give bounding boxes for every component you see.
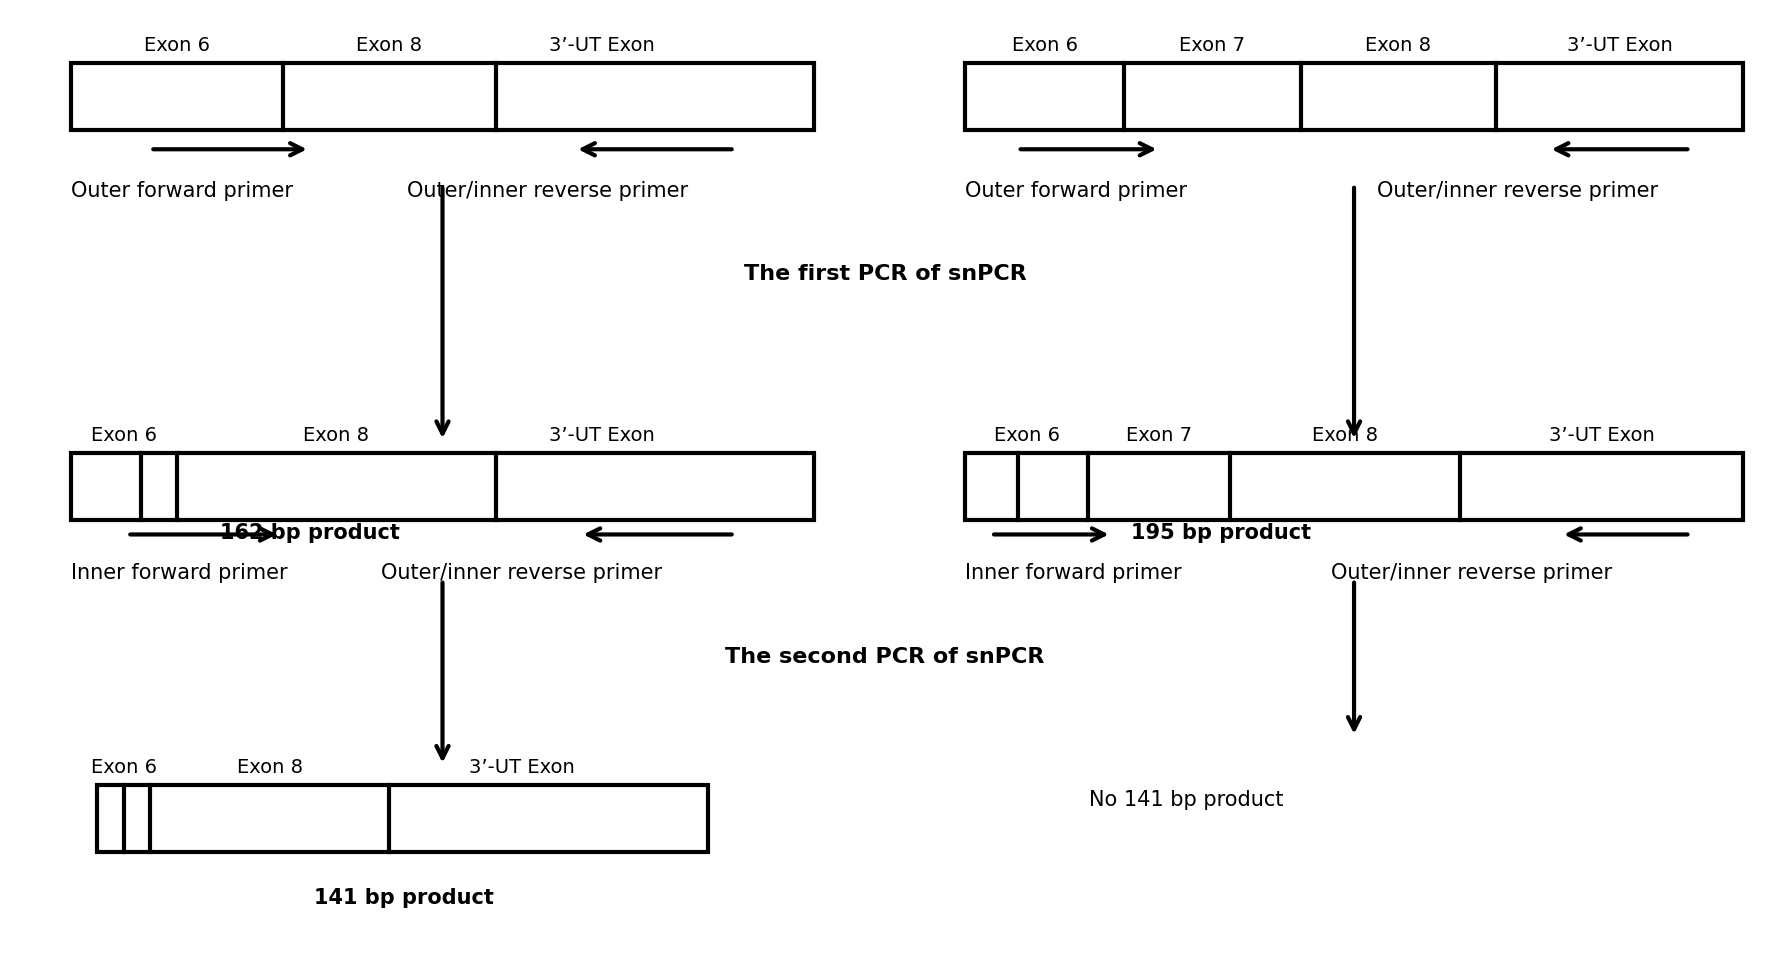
Text: Outer/inner reverse primer: Outer/inner reverse primer [381,563,662,584]
Text: The second PCR of snPCR: The second PCR of snPCR [726,647,1044,666]
Text: Exon 7: Exon 7 [1179,36,1246,55]
Text: No 141 bp product: No 141 bp product [1089,790,1283,810]
Text: 141 bp product: 141 bp product [313,888,494,908]
Text: Exon 7: Exon 7 [1126,426,1193,445]
Text: Exon 8: Exon 8 [237,758,303,777]
Bar [965,63,1743,130]
Text: Exon 6: Exon 6 [1012,36,1078,55]
Bar [97,785,708,852]
Text: Exon 6: Exon 6 [90,758,156,777]
Text: Outer forward primer: Outer forward primer [965,181,1186,201]
Text: 3’-UT Exon: 3’-UT Exon [549,426,655,445]
Text: Inner forward primer: Inner forward primer [965,563,1181,584]
Text: Exon 8: Exon 8 [1312,426,1377,445]
Text: Outer/inner reverse primer: Outer/inner reverse primer [1331,563,1612,584]
Text: Exon 6: Exon 6 [92,426,158,445]
Bar [71,63,814,130]
Text: 3’-UT Exon: 3’-UT Exon [549,36,655,55]
Text: 195 bp product: 195 bp product [1131,523,1312,543]
Text: Outer forward primer: Outer forward primer [71,181,292,201]
Bar [71,453,814,520]
Text: 3’-UT Exon: 3’-UT Exon [1566,36,1673,55]
Text: Exon 6: Exon 6 [995,426,1060,445]
Text: 3’-UT Exon: 3’-UT Exon [1549,426,1655,445]
Text: 3’-UT Exon: 3’-UT Exon [469,758,575,777]
Text: Inner forward primer: Inner forward primer [71,563,287,584]
Text: Exon 8: Exon 8 [303,426,370,445]
Bar [965,453,1743,520]
Text: Outer/inner reverse primer: Outer/inner reverse primer [1377,181,1658,201]
Text: Exon 6: Exon 6 [143,36,211,55]
Text: Exon 8: Exon 8 [1365,36,1432,55]
Text: Outer/inner reverse primer: Outer/inner reverse primer [407,181,689,201]
Text: The first PCR of snPCR: The first PCR of snPCR [743,265,1027,284]
Text: Exon 8: Exon 8 [356,36,421,55]
Text: 162 bp product: 162 bp product [219,523,400,543]
